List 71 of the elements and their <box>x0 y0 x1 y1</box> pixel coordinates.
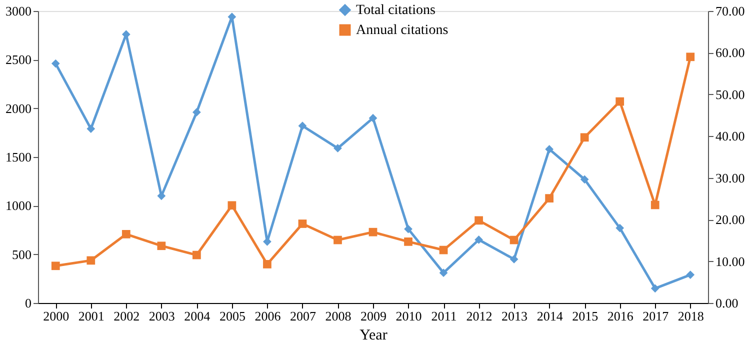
point <box>86 256 96 265</box>
x-tick-label: 2006 <box>254 308 282 324</box>
x-tick-label: 2003 <box>148 308 175 324</box>
x-tick-label: 2001 <box>78 308 104 324</box>
x-tick-label: 2000 <box>43 308 70 324</box>
point <box>157 242 166 250</box>
x-tick-label: 2008 <box>325 308 352 324</box>
y-tick-label: 2500 <box>6 52 32 68</box>
point <box>580 175 589 184</box>
point <box>404 237 412 246</box>
point <box>122 230 130 238</box>
y2-tick-label: 70.00 <box>716 4 745 18</box>
point <box>474 216 483 225</box>
point <box>192 108 201 116</box>
x-tick-label: 2005 <box>219 308 246 324</box>
point <box>580 133 589 142</box>
point <box>616 224 624 232</box>
x-tick-label: 2007 <box>290 308 316 324</box>
y2-tick-label: 10.00 <box>716 254 745 269</box>
y2-tick-label: 20.00 <box>716 212 745 228</box>
y-tick-label: 1000 <box>6 198 32 214</box>
x-tick-label: 2004 <box>184 308 211 324</box>
point <box>474 236 483 244</box>
point <box>334 236 342 244</box>
x-tick-label: 2018 <box>678 308 704 324</box>
point <box>192 250 201 260</box>
x-tick-label: 2012 <box>466 308 492 324</box>
point <box>368 114 378 122</box>
x-tick-label: 2013 <box>502 308 528 324</box>
x-axis-title: Year <box>360 328 388 344</box>
y-tick-label: 2000 <box>6 100 32 116</box>
y-tick-label: 500 <box>12 246 32 262</box>
point <box>368 228 378 236</box>
legend-label: Annual citations <box>356 23 448 38</box>
y-tick-label: 0 <box>25 296 32 310</box>
x-tick-label: 2002 <box>114 308 140 324</box>
point <box>263 260 272 268</box>
point <box>650 284 660 293</box>
y-tick-label: 3000 <box>6 4 32 18</box>
point <box>686 52 695 62</box>
point <box>51 262 60 270</box>
x-tick-label: 2016 <box>607 308 634 324</box>
point <box>228 201 236 210</box>
x-tick-label: 2009 <box>360 308 386 324</box>
y2-tick-label: 0.00 <box>716 296 738 310</box>
point <box>439 246 448 254</box>
point <box>650 200 660 210</box>
x-tick-label: 2011 <box>431 308 457 324</box>
legend-label: Total citations <box>356 3 436 18</box>
y2-tick-label: 60.00 <box>716 45 745 60</box>
x-tick-label: 2010 <box>396 308 422 324</box>
point <box>616 97 624 106</box>
y2-tick-label: 40.00 <box>716 128 745 144</box>
point <box>298 220 307 228</box>
point <box>298 122 307 130</box>
point <box>439 268 448 278</box>
point <box>404 224 412 234</box>
y2-tick-label: 50.00 <box>716 86 745 102</box>
x-tick-label: 2015 <box>572 308 598 324</box>
point <box>510 255 518 264</box>
point <box>686 270 695 279</box>
x-tick-label: 2017 <box>642 308 670 324</box>
point <box>545 194 554 202</box>
y2-tick-label: 30.00 <box>716 170 745 186</box>
point <box>545 145 554 154</box>
point <box>334 144 342 152</box>
x-tick-label: 2014 <box>536 308 564 324</box>
point <box>86 124 96 133</box>
point <box>510 236 518 244</box>
y-tick-label: 1500 <box>6 150 32 164</box>
point <box>51 59 60 68</box>
